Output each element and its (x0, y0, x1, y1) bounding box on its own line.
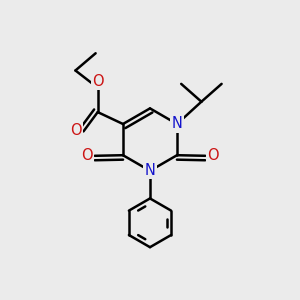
Text: N: N (145, 163, 155, 178)
Text: N: N (172, 116, 182, 131)
Text: O: O (70, 123, 82, 138)
Text: O: O (92, 74, 103, 89)
Text: O: O (81, 148, 93, 163)
Text: O: O (207, 148, 219, 163)
